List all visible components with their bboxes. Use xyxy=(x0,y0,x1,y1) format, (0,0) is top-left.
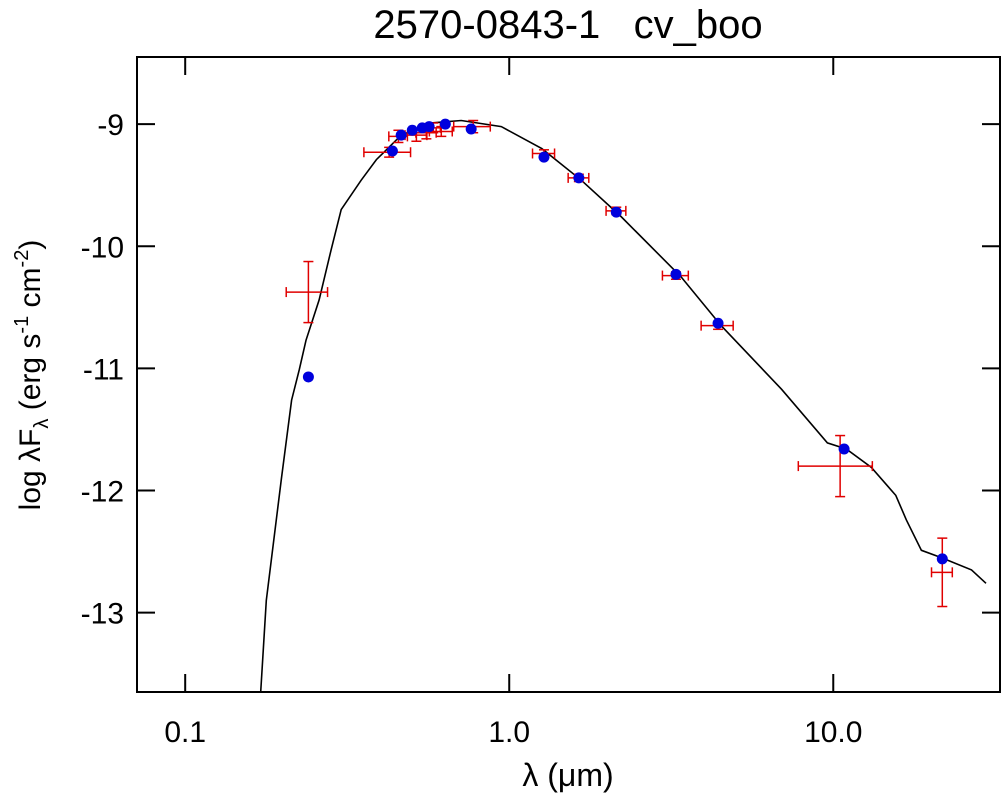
y-tick-label: -9 xyxy=(97,109,124,142)
model-point xyxy=(386,145,398,157)
model-point xyxy=(302,371,314,383)
model-point xyxy=(573,172,585,184)
y-label-part: λ xyxy=(31,419,53,429)
model-point xyxy=(439,118,451,130)
model-point xyxy=(395,129,407,141)
model-point xyxy=(936,553,948,565)
model-curve xyxy=(259,119,987,693)
x-tick-label: 1.0 xyxy=(488,716,530,749)
y-tick-label: -10 xyxy=(81,231,124,264)
x-tick-label: 10.0 xyxy=(804,716,862,749)
model-point xyxy=(712,317,724,329)
chart-title: 2570-0843-1 cv_boo xyxy=(373,3,762,47)
y-axis-label: log λFλ (erg s-1 cm-2) xyxy=(11,240,53,511)
model-point xyxy=(670,268,682,280)
y-label-part: -1 xyxy=(11,316,33,334)
y-tick-label: -13 xyxy=(81,598,124,631)
model-point xyxy=(465,123,477,135)
plot-frame xyxy=(136,56,1001,693)
model-point xyxy=(538,151,550,163)
y-tick-label: -12 xyxy=(81,476,124,509)
y-tick-label: -11 xyxy=(83,353,124,386)
y-label-part: -2 xyxy=(11,250,33,268)
model-point xyxy=(838,443,850,455)
y-label-part: (erg s xyxy=(14,334,47,419)
model-point xyxy=(610,206,622,218)
model-point xyxy=(423,121,435,133)
x-axis-label: λ (μm) xyxy=(522,757,613,793)
y-label-part: log λF xyxy=(14,429,47,511)
y-label-part: cm xyxy=(14,267,47,315)
y-label-part: ) xyxy=(14,240,47,250)
model-point xyxy=(406,124,418,136)
x-tick-label: 0.1 xyxy=(164,716,206,749)
